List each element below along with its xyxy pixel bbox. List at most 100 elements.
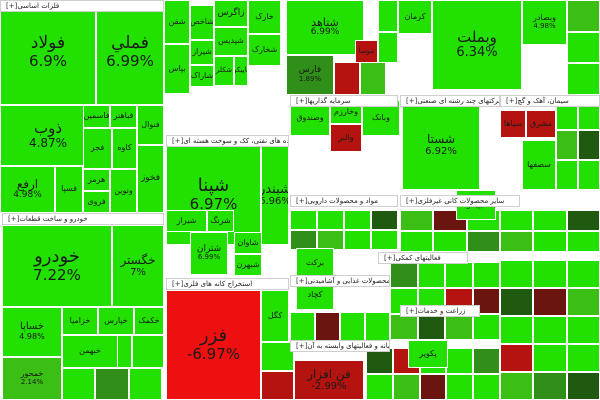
treemap-tile[interactable]: کاوه [112,128,137,169]
expand-icon[interactable]: [+] [406,197,418,205]
treemap-filler-tile[interactable] [390,314,418,340]
expand-icon[interactable]: [+] [296,342,308,350]
treemap-filler-tile[interactable] [533,316,567,344]
treemap-filler-tile[interactable] [445,262,473,288]
sector-header[interactable]: مواد و محصولات دارویی [+] [290,195,398,207]
treemap-filler-tile[interactable] [533,210,567,231]
treemap-tile[interactable]: سیاها [500,110,526,138]
treemap-tile[interactable]: خکمک [134,307,164,335]
treemap-tile[interactable]: فملي 6.99% [96,0,164,105]
treemap-tile[interactable]: شيراز [190,40,214,65]
treemap-tile[interactable]: فارس 1.89% [286,55,334,95]
treemap-tile[interactable]: کرمان [398,0,432,34]
treemap-filler-tile[interactable] [261,371,294,400]
treemap-filler-tile[interactable] [132,335,164,368]
sector-header[interactable]: زراعت و خدمات [+] [400,305,480,317]
treemap-tile[interactable]: فولاد 6.9% [0,0,96,105]
treemap-filler-tile[interactable] [567,0,600,32]
treemap-tile[interactable]: خبهمن [62,335,118,368]
treemap-tile[interactable]: فسپا [55,166,83,213]
treemap-filler-tile[interactable] [500,260,534,288]
treemap-filler-tile[interactable] [417,314,445,340]
treemap-filler-tile[interactable] [334,62,360,95]
treemap-filler-tile[interactable] [340,312,365,342]
treemap-tile[interactable]: خمحور 2.14% [2,357,62,400]
sector-header[interactable]: سیمان، آهک و گچ [+] [500,95,600,107]
treemap-filler-tile[interactable] [400,231,434,252]
sector-header[interactable]: فعالیتهای کمکی [+] [378,252,468,264]
treemap-filler-tile[interactable] [290,312,315,342]
treemap-filler-tile[interactable] [445,314,473,340]
treemap-filler-tile[interactable] [472,288,500,314]
sector-header[interactable]: فراورده های نفتی، کک و سوخت هسته ای[+] [166,135,289,147]
expand-icon[interactable]: [+] [8,215,20,223]
treemap-tile[interactable]: شخارک [248,34,281,66]
treemap-tile[interactable]: هرمز [83,169,110,191]
treemap-filler-tile[interactable] [500,316,534,344]
treemap-filler-tile[interactable] [578,160,600,190]
treemap-filler-tile[interactable] [533,231,567,252]
treemap-tile[interactable]: کگل [261,290,289,342]
treemap-tile[interactable]: پکویر [408,340,448,368]
treemap-tile[interactable]: خپارس [98,307,134,335]
treemap-tile[interactable]: شبندر6.96% [261,145,289,245]
treemap-filler-tile[interactable] [95,368,129,400]
expand-icon[interactable]: [+] [172,137,184,145]
sector-header[interactable]: شرکتهای چند رشته ای صنعتی [+] [400,95,500,107]
treemap-filler-tile[interactable] [533,344,567,372]
treemap-tile[interactable]: شتران 6.99% [190,232,228,275]
treemap-filler-tile[interactable] [533,288,567,316]
treemap-filler-tile[interactable] [417,262,445,288]
treemap-filler-tile[interactable] [365,312,390,342]
treemap-filler-tile[interactable] [366,374,393,400]
treemap-tile[interactable]: فاسمين [83,105,110,128]
treemap-tile[interactable]: فباهنر [110,105,137,128]
treemap-tile[interactable]: فن افزار -2.99% [294,360,364,400]
treemap-filler-tile[interactable] [500,372,534,400]
treemap-tile[interactable]: والبر [330,124,362,152]
treemap-filler-tile[interactable] [500,344,534,372]
treemap-filler-tile[interactable] [578,130,600,160]
treemap-filler-tile[interactable] [566,231,600,252]
expand-icon[interactable]: [+] [296,97,308,105]
treemap-filler-tile[interactable] [344,210,371,230]
treemap-tile[interactable]: ونوین [110,169,137,213]
expand-icon[interactable]: [+] [296,197,308,205]
treemap-filler-tile[interactable] [290,210,317,230]
treemap-filler-tile[interactable] [472,314,500,340]
sector-header[interactable]: رایانه و فعالیتهای وابسته به آن [+] [290,340,390,352]
treemap-filler-tile[interactable] [419,374,447,400]
treemap-tile[interactable]: شپديس [214,27,248,56]
treemap-tile[interactable]: برکت [296,248,334,278]
sector-header[interactable]: خودرو و ساخت قطعات [+] [2,213,164,225]
treemap-filler-tile[interactable] [566,210,600,231]
treemap-filler-tile[interactable] [533,372,567,400]
treemap-filler-tile[interactable] [466,231,500,252]
sector-header[interactable]: فلزات اساسی [+] [0,0,164,12]
treemap-filler-tile[interactable] [567,63,600,95]
treemap-tile[interactable]: خزامیا [62,307,98,335]
treemap-filler-tile[interactable] [566,344,600,372]
treemap-filler-tile[interactable] [371,230,398,250]
treemap-filler-tile[interactable] [378,0,398,32]
expand-icon[interactable]: [+] [406,97,418,105]
treemap-filler-tile[interactable] [390,262,418,288]
treemap-tile[interactable]: شتاهد 6.99% [286,0,364,55]
treemap-tile[interactable]: خگستر 7% [112,225,164,307]
treemap-filler-tile[interactable] [344,230,371,250]
treemap-filler-tile[interactable] [556,130,578,160]
treemap-filler-tile[interactable] [566,316,600,344]
treemap-tile[interactable]: شاوان [234,232,262,254]
treemap-filler-tile[interactable] [446,374,474,400]
treemap-filler-tile[interactable] [500,210,534,231]
expand-icon[interactable]: [+] [384,254,396,262]
treemap-filler-tile[interactable] [500,288,534,316]
expand-icon[interactable]: [+] [296,277,308,285]
treemap-filler-tile[interactable] [317,210,344,230]
treemap-filler-tile[interactable] [128,368,162,400]
treemap-filler-tile[interactable] [433,231,467,252]
treemap-tile[interactable]: وبصادر 4.98% [522,0,567,45]
treemap-tile[interactable]: فروی [83,191,110,213]
treemap-filler-tile[interactable] [378,31,398,63]
treemap-filler-tile[interactable] [392,374,420,400]
